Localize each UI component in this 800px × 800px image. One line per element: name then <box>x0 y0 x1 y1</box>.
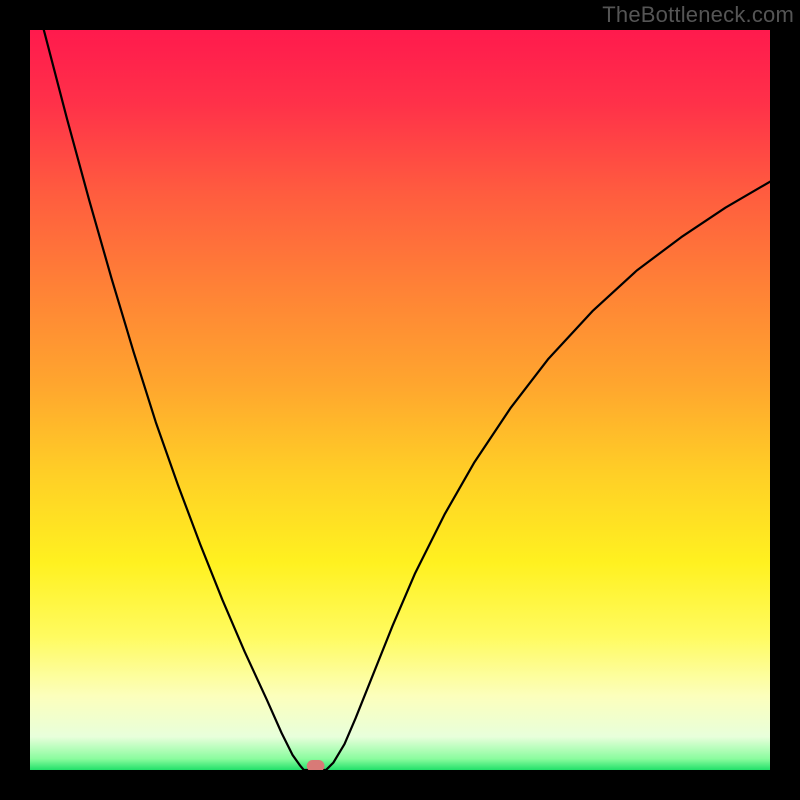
optimum-marker <box>307 760 325 770</box>
watermark-text: TheBottleneck.com <box>602 2 794 28</box>
bottleneck-chart <box>30 30 770 770</box>
plot-frame <box>30 30 770 770</box>
chart-background <box>30 30 770 770</box>
page-root: TheBottleneck.com <box>0 0 800 800</box>
